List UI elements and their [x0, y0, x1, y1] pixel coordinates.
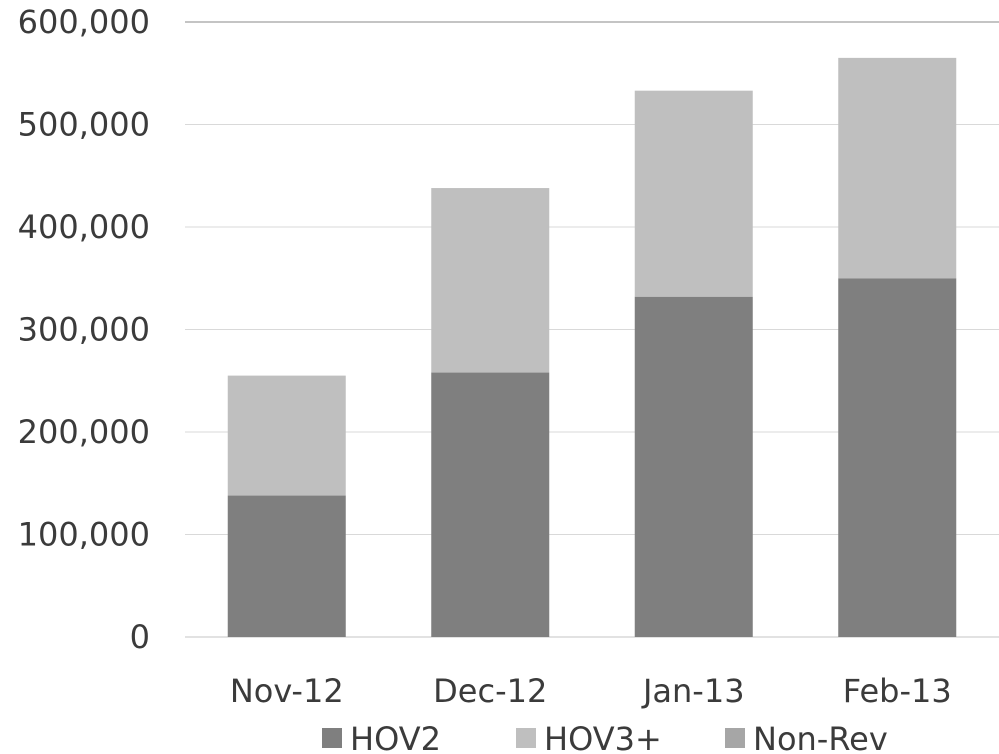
bar-hov2-jan-13 [634, 296, 753, 637]
bar-hov2-nov-12 [227, 495, 346, 637]
y-tick-label: 300,000 [18, 311, 150, 349]
bar-hov3--feb-13 [838, 57, 957, 279]
x-axis-category-labels: Nov-12 Dec-12 Jan-13 Feb-13 [230, 672, 952, 710]
y-tick-label: 500,000 [18, 106, 150, 144]
legend-label: HOV3+ [544, 720, 662, 754]
x-tick-label: Feb-13 [843, 672, 952, 710]
bar-hov3--jan-13 [634, 90, 753, 297]
bars [227, 57, 957, 637]
legend-swatch-non-rev [725, 728, 745, 748]
legend-label: HOV2 [350, 720, 441, 754]
y-tick-label: 200,000 [18, 413, 150, 451]
bar-hov3--dec-12 [431, 188, 550, 373]
legend-swatch-hov3- [516, 728, 536, 748]
legend-label: Non-Rev [753, 720, 888, 754]
bar-hov2-feb-13 [838, 278, 957, 637]
x-tick-label: Nov-12 [230, 672, 344, 710]
x-tick-label: Dec-12 [433, 672, 547, 710]
y-tick-label: 100,000 [18, 516, 150, 554]
y-tick-label: 600,000 [18, 3, 150, 41]
legend: HOV2 HOV3+ Non-Rev [322, 720, 888, 754]
y-axis-tick-labels: 0 100,000 200,000 300,000 400,000 500,000 600,… [18, 3, 150, 656]
legend-swatch-hov2 [322, 728, 342, 748]
x-tick-label: Jan-13 [641, 672, 745, 710]
bar-hov3--nov-12 [227, 375, 346, 496]
y-tick-label: 400,000 [18, 208, 150, 246]
y-tick-label: 0 [130, 618, 150, 656]
bar-hov2-dec-12 [431, 372, 550, 637]
